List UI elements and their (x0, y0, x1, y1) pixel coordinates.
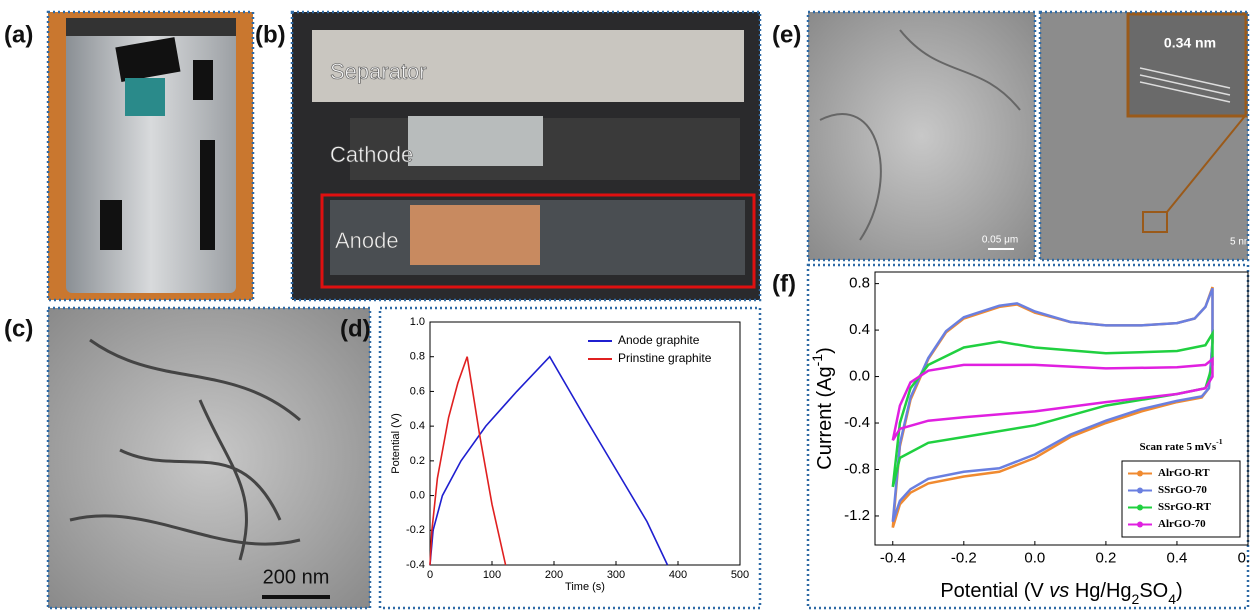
legend-label: Prinstine graphite (618, 351, 712, 365)
x-tick-label: 0.6 (1238, 549, 1250, 566)
y-axis-label: Current (Ag-1) (809, 347, 837, 470)
y-axis-label-part: ) (814, 347, 836, 354)
legend-label: SSrGO-70 (1158, 484, 1207, 496)
x-axis-label-part: 4 (1168, 591, 1176, 607)
series-line (430, 357, 668, 565)
panel-label: (c) (4, 315, 33, 342)
y-tick-label: 0.8 (410, 351, 425, 363)
x-axis-label: Time (s) (565, 581, 605, 593)
legend-title-part: -1 (1216, 437, 1223, 446)
legend-title-part: Scan rate 5 mVs (1139, 441, 1216, 453)
x-axis-label-part: ) (1176, 580, 1183, 602)
x-tick-label: 0.0 (1024, 549, 1045, 566)
figure: (a) Separator Cathode Anode (b) 200 nm (… (0, 0, 1250, 610)
y-tick-label: -0.2 (406, 524, 425, 536)
redaction (193, 60, 213, 100)
x-tick-label: 300 (607, 569, 625, 581)
series-line (430, 357, 506, 565)
redaction (200, 140, 215, 250)
y-axis-label-part: Current (Ag (814, 366, 836, 469)
legend-label: AlrGO-70 (1158, 518, 1206, 530)
y-axis-label: Potential (V) (390, 413, 402, 474)
panel-label: (e) (772, 21, 801, 48)
panel-label: (b) (255, 21, 286, 48)
scale-label: 200 nm (263, 566, 330, 588)
y-tick-label: 0.0 (849, 368, 870, 385)
x-tick-label: 400 (669, 569, 687, 581)
photo-label: Separator (330, 59, 427, 84)
y-axis-label-part: -1 (809, 354, 825, 367)
y-tick-label: -0.8 (844, 460, 870, 477)
x-axis-label-part: vs (1049, 580, 1069, 602)
legend-marker (1137, 505, 1143, 511)
x-axis-label-part: Potential (V (940, 580, 1049, 602)
x-tick-label: 100 (483, 569, 501, 581)
x-tick-label: -0.2 (951, 549, 977, 566)
legend-marker (1137, 488, 1143, 494)
y-tick-label: 0.2 (410, 455, 425, 467)
legend-label: SSrGO-RT (1158, 501, 1211, 513)
y-tick-label: 1.0 (410, 316, 425, 328)
y-tick-label: 0.4 (849, 321, 870, 338)
x-axis-label-part: SO (1139, 580, 1168, 602)
y-tick-label: -0.4 (844, 414, 870, 431)
legend-label: AlrGO-RT (1158, 467, 1210, 479)
y-tick-label: 0.6 (410, 385, 425, 397)
legend-marker (1137, 471, 1143, 477)
y-tick-label: -1.2 (844, 507, 870, 524)
inset (1128, 14, 1246, 116)
sticker (125, 78, 165, 116)
panel-label: (f) (772, 270, 796, 297)
scale-label: 0.05 μm (982, 235, 1018, 246)
photo-c (48, 308, 370, 608)
cathode-foil (408, 116, 543, 166)
x-axis-label-part: 2 (1132, 591, 1140, 607)
battery-top (66, 18, 236, 36)
x-tick-label: 0.4 (1167, 549, 1188, 566)
y-tick-label: 0.8 (849, 275, 870, 292)
panel-label: (d) (340, 315, 371, 342)
x-tick-label: 0 (427, 569, 433, 581)
y-tick-label: 0.4 (410, 420, 425, 432)
photo-e-left (808, 12, 1035, 260)
legend-marker (1137, 522, 1143, 528)
legend-label: Anode graphite (618, 333, 700, 347)
panel-label: (a) (4, 21, 33, 48)
x-axis-label: Potential (V vs Hg/Hg2SO4) (940, 580, 1182, 606)
series-line (893, 359, 1213, 440)
anode-foil (410, 205, 540, 265)
y-tick-label: -0.4 (406, 559, 425, 571)
redaction (100, 200, 122, 250)
scale-bar (988, 248, 1014, 250)
x-axis-label-part: Hg/Hg (1069, 580, 1131, 602)
x-tick-label: 0.2 (1095, 549, 1116, 566)
photo-label: Anode (335, 228, 399, 253)
y-tick-label: 0.0 (410, 489, 425, 501)
scale-bar (262, 595, 330, 599)
x-tick-label: -0.4 (880, 549, 906, 566)
inset-label: 0.34 nm (1164, 35, 1216, 51)
x-tick-label: 200 (545, 569, 563, 581)
legend-title: Scan rate 5 mVs-1 (1139, 437, 1222, 452)
x-tick-label: 500 (731, 569, 749, 581)
photo-label: Cathode (330, 142, 413, 167)
